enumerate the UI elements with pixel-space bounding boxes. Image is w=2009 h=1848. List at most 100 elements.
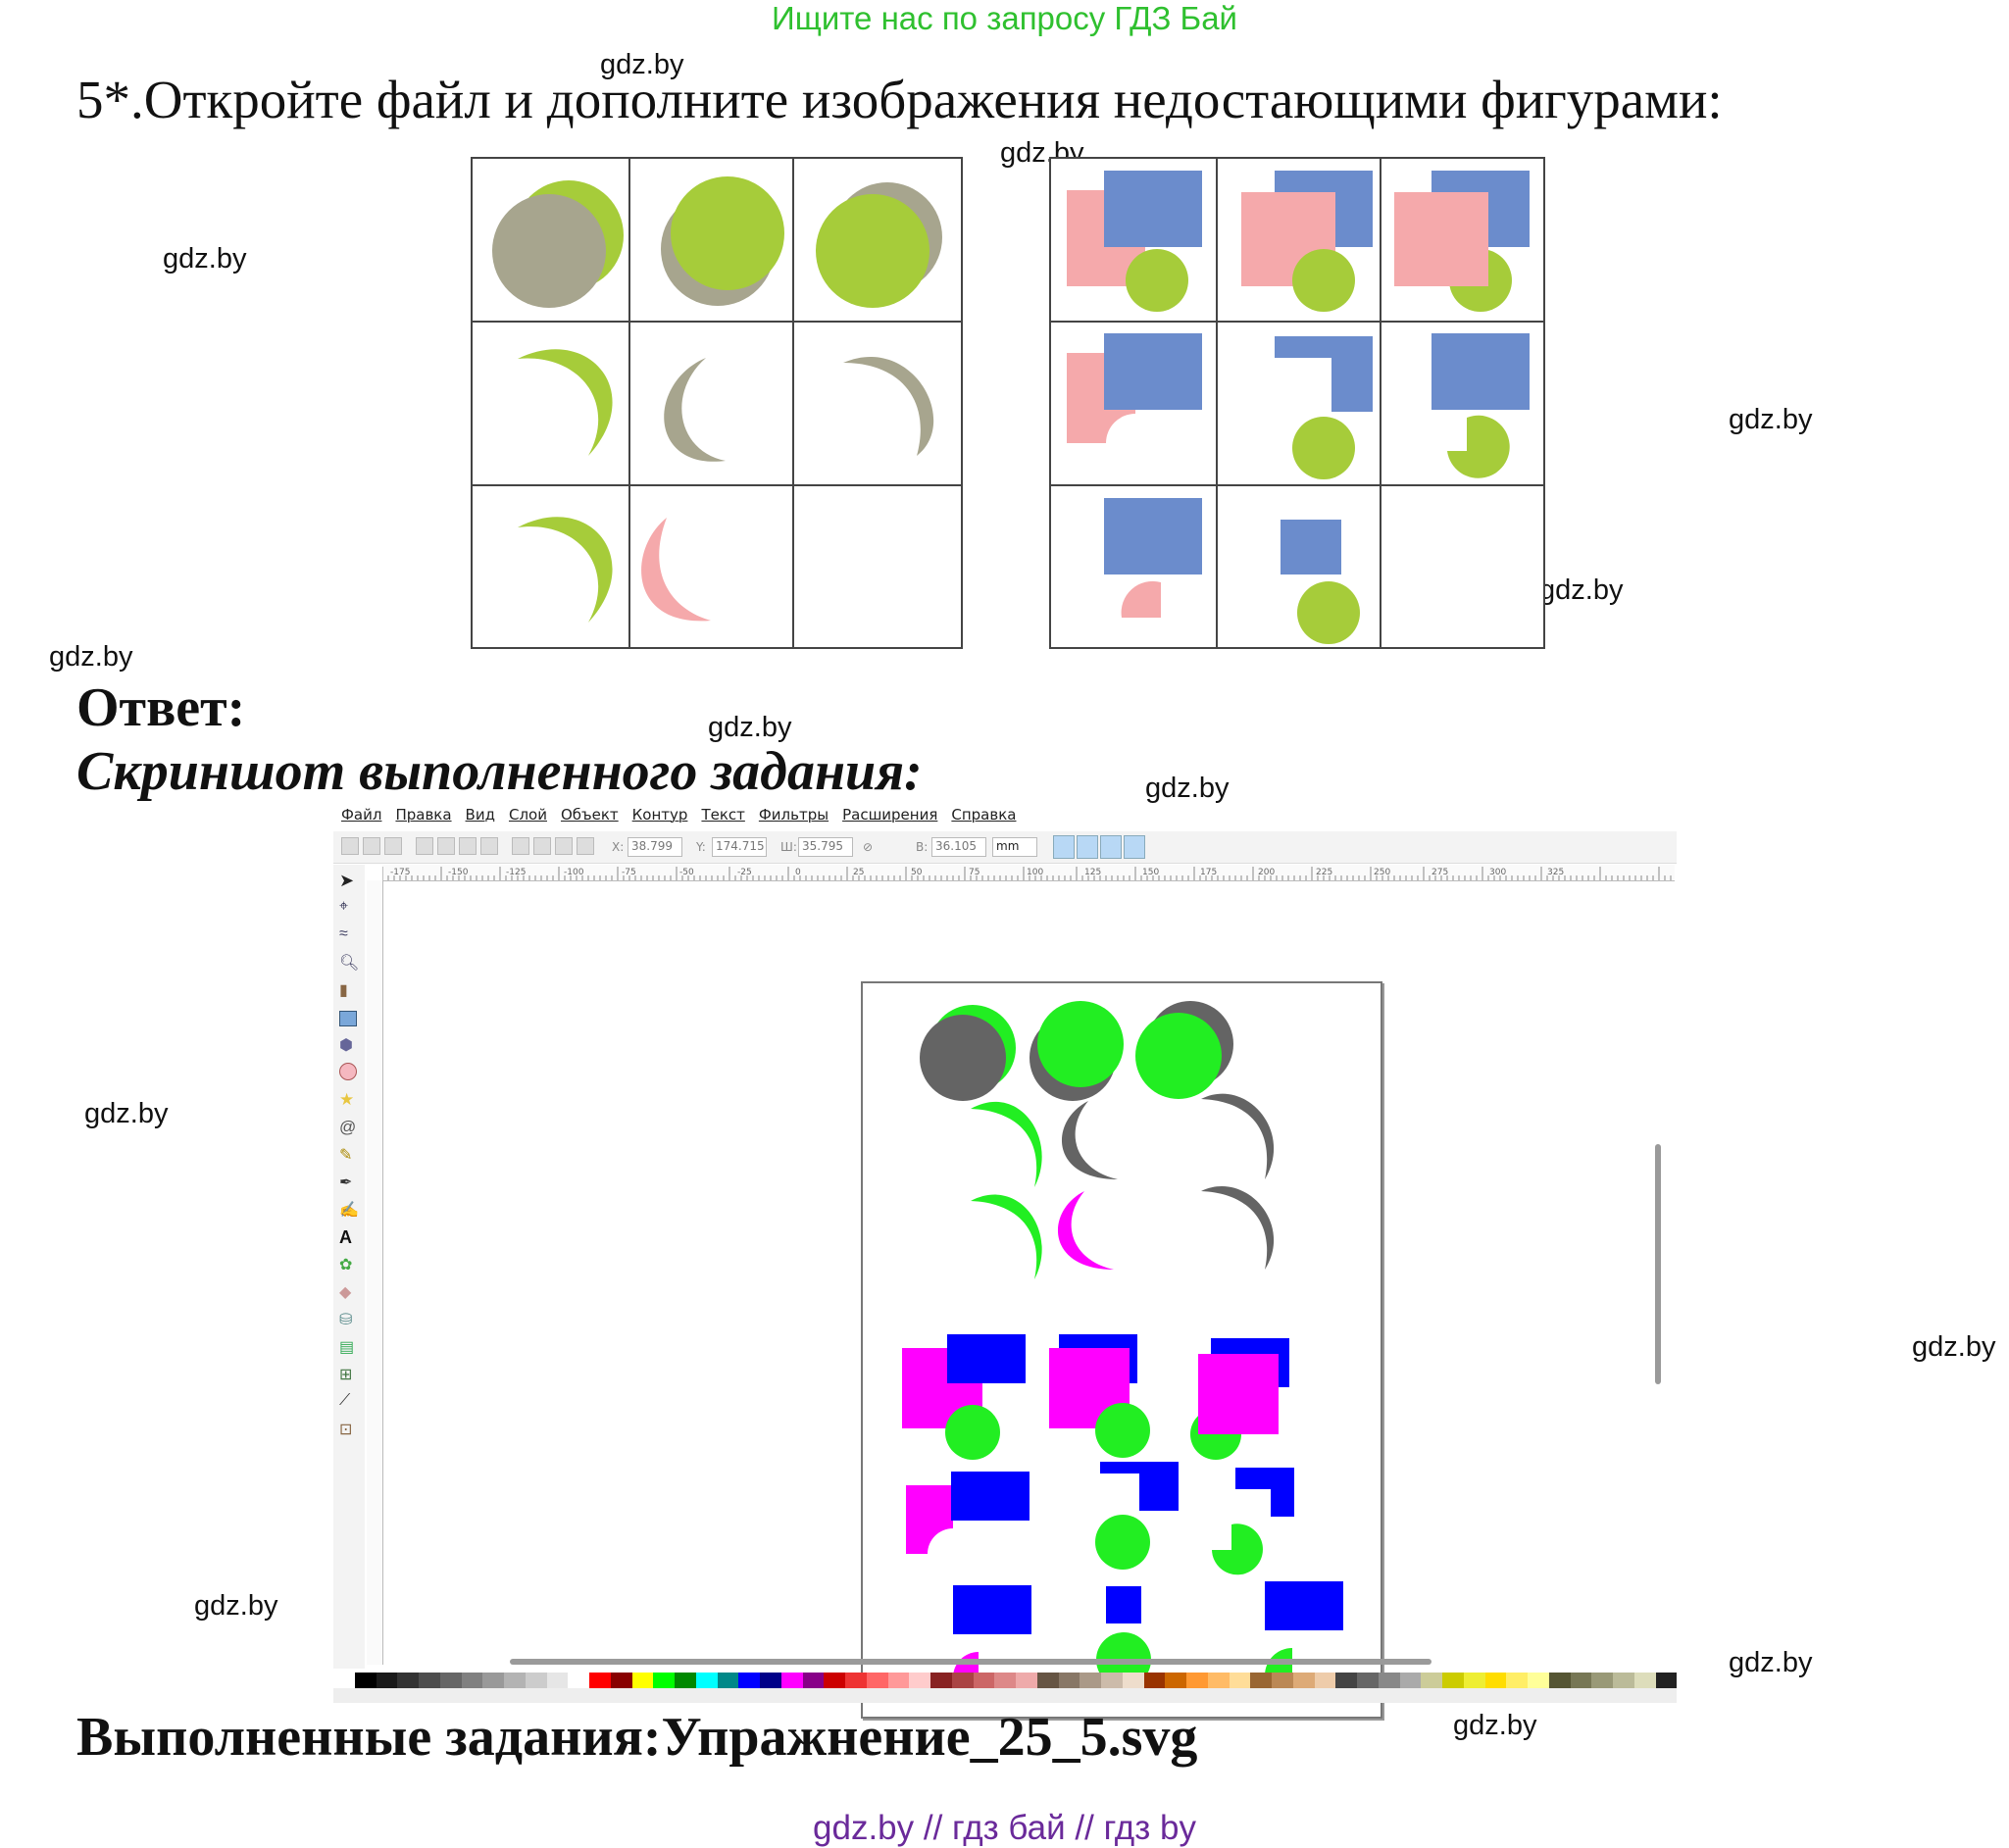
palette-swatch[interactable]: [1633, 1673, 1656, 1688]
palette-swatch[interactable]: [546, 1673, 569, 1688]
menu-text[interactable]: Текст: [701, 806, 745, 824]
palette-swatch[interactable]: [610, 1673, 632, 1688]
palette-swatch[interactable]: [397, 1673, 419, 1688]
palette-swatch[interactable]: [1528, 1673, 1549, 1688]
palette-swatch[interactable]: [589, 1673, 611, 1688]
palette-swatch[interactable]: [930, 1673, 952, 1688]
menu-help[interactable]: Справка: [951, 806, 1017, 824]
palette-swatch[interactable]: [1484, 1673, 1507, 1688]
select-all-icon[interactable]: [341, 837, 359, 855]
palette-swatch[interactable]: [1570, 1673, 1592, 1688]
spray-tool-icon[interactable]: ✿: [339, 1257, 353, 1274]
palette-swatch[interactable]: [1186, 1673, 1208, 1688]
palette-swatch[interactable]: [1292, 1673, 1315, 1688]
select-all-layers-icon[interactable]: [363, 837, 380, 855]
calligraphy-tool-icon[interactable]: ✍: [339, 1202, 359, 1219]
palette-swatch[interactable]: [333, 1673, 355, 1688]
menu-path[interactable]: Контур: [631, 806, 688, 824]
palette-swatch[interactable]: [461, 1673, 483, 1688]
palette-swatch[interactable]: [1143, 1673, 1166, 1688]
pen-tool-icon[interactable]: ✒: [339, 1174, 353, 1191]
palette-swatch[interactable]: [824, 1673, 845, 1688]
raise-icon[interactable]: [533, 837, 551, 855]
palette-swatch[interactable]: [695, 1673, 718, 1688]
palette-swatch[interactable]: [525, 1673, 547, 1688]
palette-swatch[interactable]: [1036, 1673, 1059, 1688]
palette-swatch[interactable]: [802, 1673, 825, 1688]
palette-swatch[interactable]: [1357, 1673, 1379, 1688]
width-field[interactable]: 35.795: [798, 837, 853, 857]
lower-icon[interactable]: [555, 837, 573, 855]
palette-swatch[interactable]: [419, 1673, 440, 1688]
palette-swatch[interactable]: [482, 1673, 504, 1688]
palette-swatch[interactable]: [951, 1673, 974, 1688]
horizontal-scrollbar[interactable]: [510, 1659, 1431, 1665]
palette-swatch[interactable]: [866, 1673, 888, 1688]
palette-swatch[interactable]: [1591, 1673, 1613, 1688]
3d-box-tool-icon[interactable]: ⬢: [339, 1037, 353, 1054]
palette-swatch[interactable]: [1016, 1673, 1037, 1688]
palette-swatch[interactable]: [1165, 1673, 1186, 1688]
mesh-tool-icon[interactable]: ⊞: [339, 1367, 353, 1383]
palette-swatch[interactable]: [1207, 1673, 1230, 1688]
palette-swatch[interactable]: [1442, 1673, 1464, 1688]
rotate-ccw-icon[interactable]: [416, 837, 433, 855]
menu-file[interactable]: Файл: [341, 806, 382, 824]
palette-swatch[interactable]: [1506, 1673, 1528, 1688]
palette-swatch[interactable]: [909, 1673, 930, 1688]
snap-scale-corners-icon[interactable]: [1077, 835, 1098, 859]
vertical-scrollbar[interactable]: [1655, 1144, 1661, 1384]
lock-icon[interactable]: ⊘: [863, 840, 874, 854]
palette-swatch[interactable]: [1314, 1673, 1336, 1688]
x-field[interactable]: 38.799: [628, 837, 682, 857]
palette-swatch[interactable]: [1335, 1673, 1357, 1688]
drawing-canvas[interactable]: [383, 881, 1658, 1719]
palette-swatch[interactable]: [1655, 1673, 1678, 1688]
y-field[interactable]: 174.715: [712, 837, 767, 857]
palette-swatch[interactable]: [1548, 1673, 1571, 1688]
selector-tool-icon[interactable]: ➤: [339, 871, 355, 890]
menu-extensions[interactable]: Расширения: [842, 806, 938, 824]
rotate-cw-icon[interactable]: [437, 837, 455, 855]
flip-vertical-icon[interactable]: [480, 837, 498, 855]
text-tool-icon[interactable]: A: [339, 1227, 352, 1247]
connector-tool-icon[interactable]: ⊡: [339, 1422, 353, 1438]
bucket-tool-icon[interactable]: ⛁: [339, 1312, 353, 1328]
palette-swatch[interactable]: [760, 1673, 781, 1688]
document-page[interactable]: [861, 981, 1382, 1719]
palette-swatch[interactable]: [1421, 1673, 1442, 1688]
snap-move-gradients-icon[interactable]: [1100, 835, 1122, 859]
unit-select[interactable]: mm: [992, 837, 1037, 857]
palette-swatch[interactable]: [994, 1673, 1016, 1688]
palette-swatch[interactable]: [631, 1673, 654, 1688]
raise-to-top-icon[interactable]: [512, 837, 529, 855]
ellipse-tool-icon[interactable]: [339, 1063, 359, 1082]
measure-tool-icon[interactable]: ▮: [339, 982, 348, 999]
palette-swatch[interactable]: [439, 1673, 462, 1688]
snap-move-patterns-icon[interactable]: [1124, 835, 1145, 859]
tweak-tool-icon[interactable]: ≈: [339, 925, 348, 942]
palette-swatch[interactable]: [738, 1673, 760, 1688]
eraser-tool-icon[interactable]: ◆: [339, 1284, 352, 1301]
palette-swatch[interactable]: [845, 1673, 867, 1688]
zoom-tool-icon[interactable]: 🔍︎: [339, 955, 360, 972]
palette-swatch[interactable]: [354, 1673, 377, 1688]
palette-swatch[interactable]: [1250, 1673, 1272, 1688]
palette-swatch[interactable]: [1613, 1673, 1634, 1688]
palette-swatch[interactable]: [1101, 1673, 1123, 1688]
palette-swatch[interactable]: [675, 1673, 696, 1688]
palette-swatch[interactable]: [1463, 1673, 1485, 1688]
palette-swatch[interactable]: [1378, 1673, 1400, 1688]
palette-swatch[interactable]: [653, 1673, 675, 1688]
spiral-tool-icon[interactable]: @: [339, 1118, 357, 1136]
palette-swatch[interactable]: [1080, 1673, 1101, 1688]
menu-layer[interactable]: Слой: [508, 806, 547, 824]
palette-swatch[interactable]: [504, 1673, 526, 1688]
palette-swatch[interactable]: [1122, 1673, 1144, 1688]
palette-swatch[interactable]: [973, 1673, 995, 1688]
menu-view[interactable]: Вид: [465, 806, 495, 824]
palette-swatch[interactable]: [717, 1673, 739, 1688]
star-tool-icon[interactable]: ★: [339, 1090, 355, 1109]
height-field[interactable]: 36.105: [931, 837, 986, 857]
flip-horizontal-icon[interactable]: [459, 837, 477, 855]
